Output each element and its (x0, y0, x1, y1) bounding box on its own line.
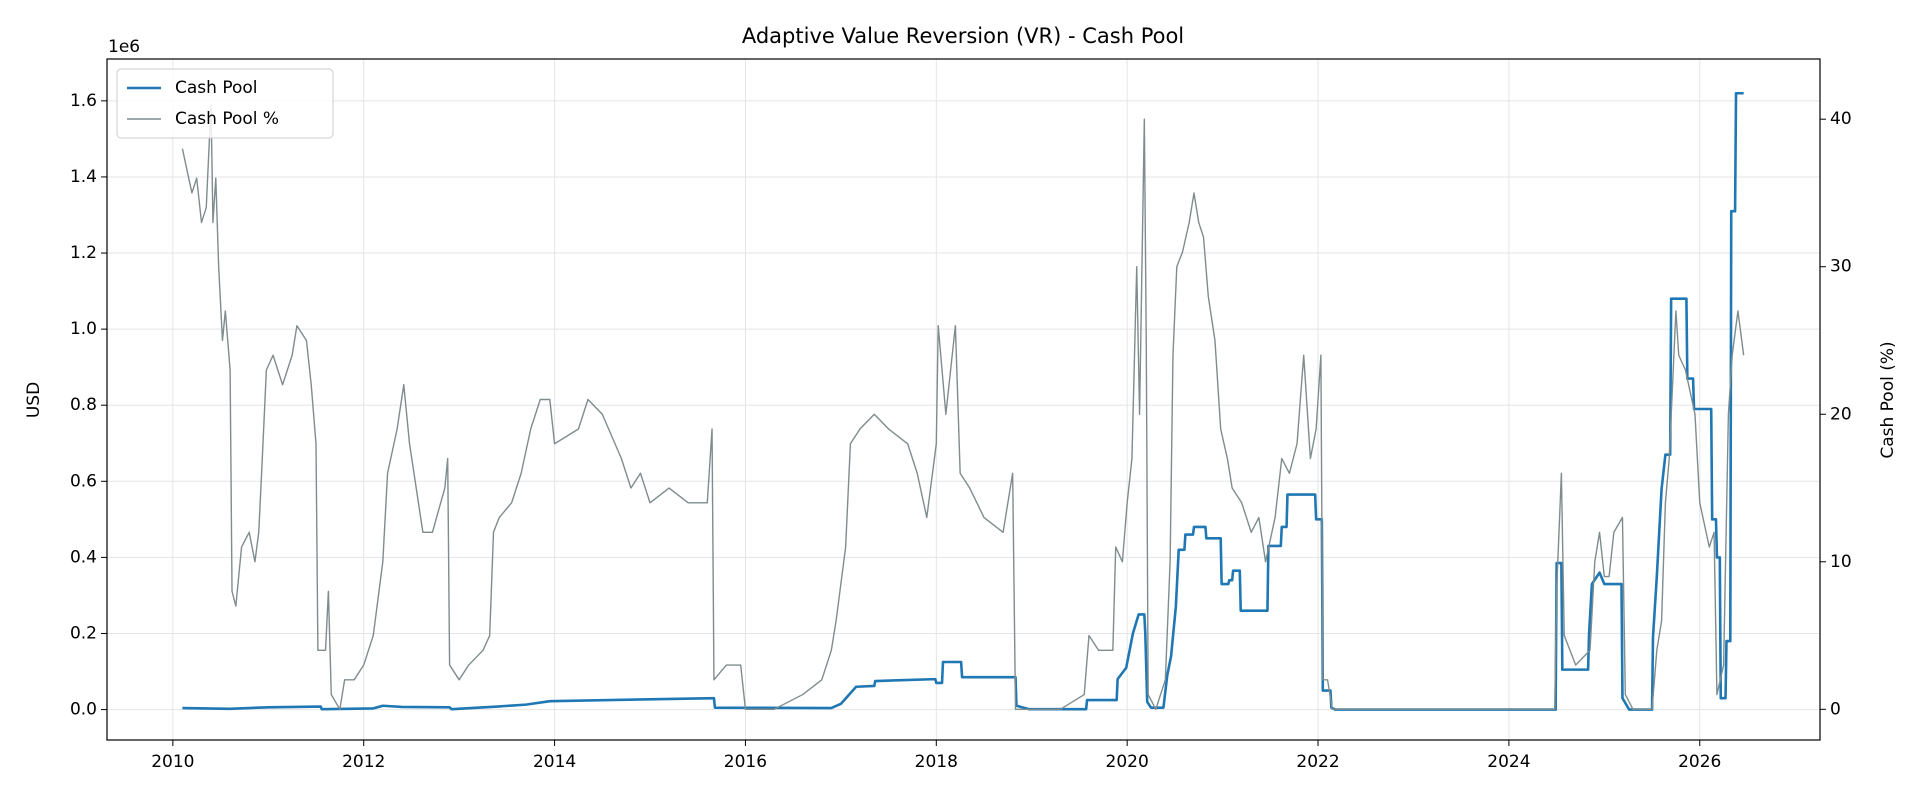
y2-axis-label: Cash Pool (%) (1878, 341, 1898, 458)
chart-title: Adaptive Value Reversion (VR) - Cash Poo… (742, 24, 1184, 48)
y2-tick-label: 40 (1830, 109, 1852, 129)
y-tick-label: 1.6 (70, 91, 97, 111)
y2-tick-label: 0 (1830, 699, 1841, 719)
y-tick-label: 0.2 (70, 623, 97, 643)
y-tick-label: 1.2 (70, 243, 97, 263)
y-axis-label: USD (24, 382, 44, 418)
y-tick-label: 0.0 (70, 700, 97, 720)
y-tick-label: 0.8 (70, 395, 97, 415)
y2-tick-label: 30 (1830, 257, 1852, 277)
x-tick-label: 2010 (151, 752, 194, 772)
y-tick-label: 1.4 (70, 167, 97, 187)
y-tick-label: 0.4 (70, 547, 97, 567)
grid (107, 59, 1820, 740)
series-line (181, 103, 1745, 711)
x-tick-label: 2022 (1296, 752, 1339, 772)
x-tick-label: 2018 (915, 752, 958, 772)
x-tick-label: 2026 (1678, 752, 1721, 772)
y2-tick-label: 10 (1830, 552, 1852, 572)
x-tick-label: 2016 (724, 752, 767, 772)
legend-label: Cash Pool % (175, 109, 279, 129)
x-tick-label: 2014 (533, 752, 576, 772)
x-tick-label: 2020 (1106, 752, 1149, 772)
x-tick-label: 2024 (1487, 752, 1530, 772)
series-line (182, 91, 1744, 711)
y2-tick-label: 20 (1830, 404, 1852, 424)
legend-box (116, 68, 334, 139)
legend-label: Cash Pool (175, 78, 258, 98)
x-tick-label: 2012 (342, 752, 385, 772)
y-tick-label: 0.6 (70, 471, 97, 491)
legend: Cash Pool Cash Pool % (116, 68, 334, 139)
y-tick-label: 1.0 (70, 319, 97, 339)
plot-frame (106, 58, 1821, 741)
y-offset-label: 1e6 (108, 37, 140, 57)
